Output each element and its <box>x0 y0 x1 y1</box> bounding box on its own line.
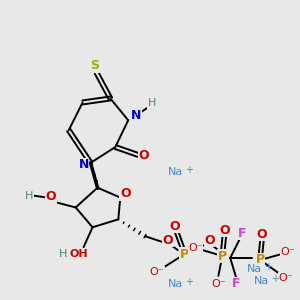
Text: Na: Na <box>168 279 183 289</box>
Text: P: P <box>180 248 189 260</box>
Text: Na: Na <box>254 276 269 286</box>
Text: O: O <box>163 234 173 247</box>
Text: +: + <box>271 274 279 284</box>
Text: H: H <box>148 98 156 108</box>
Text: N: N <box>131 109 141 122</box>
Text: F: F <box>232 277 240 290</box>
Text: Na: Na <box>168 167 183 177</box>
Text: O: O <box>139 149 149 162</box>
Text: O: O <box>46 190 56 203</box>
Text: O⁻: O⁻ <box>280 247 295 257</box>
Text: O: O <box>169 220 180 233</box>
Text: O⁻: O⁻ <box>188 243 203 253</box>
Text: +: + <box>185 277 193 287</box>
Text: Na: Na <box>247 264 262 274</box>
Text: O⁻: O⁻ <box>278 273 293 283</box>
Text: H: H <box>58 249 67 259</box>
Text: OH: OH <box>69 249 88 259</box>
Text: S: S <box>90 59 99 72</box>
Text: F: F <box>238 227 246 240</box>
Text: O: O <box>204 234 215 247</box>
Text: O⁻: O⁻ <box>211 279 226 289</box>
Text: +: + <box>264 262 272 272</box>
Text: H: H <box>25 190 33 201</box>
Text: O: O <box>219 224 230 237</box>
Text: +: + <box>185 165 193 175</box>
Text: P: P <box>255 254 265 266</box>
Text: P: P <box>218 250 227 262</box>
Text: O⁻: O⁻ <box>150 267 164 277</box>
Text: O: O <box>120 187 130 200</box>
Text: O: O <box>256 228 267 241</box>
Text: N: N <box>78 158 89 171</box>
